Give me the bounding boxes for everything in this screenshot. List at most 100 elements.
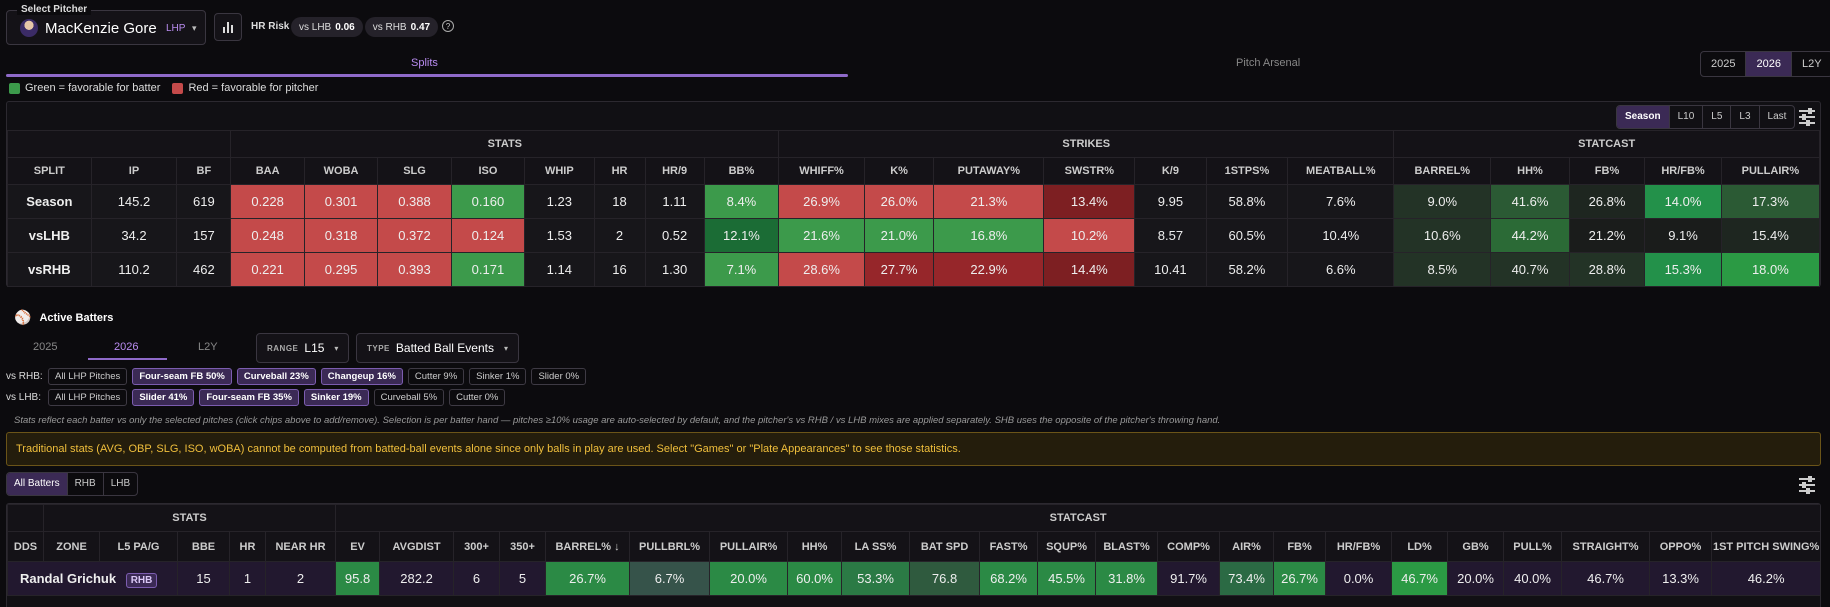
range-dropdown[interactable]: RANGE L15 ▾ [256, 333, 350, 363]
col-header-iso[interactable]: ISO [450, 157, 526, 185]
col-header-blast[interactable]: BLAST% [1095, 531, 1159, 562]
filter-lhb[interactable]: LHB [110, 478, 131, 489]
col-header-whiff[interactable]: WHIFF% [778, 157, 865, 185]
cell-comp: 91.7% [1157, 561, 1221, 596]
col-header-k[interactable]: K% [863, 157, 935, 185]
col-header-bb[interactable]: BB% [703, 157, 780, 185]
col-header-avgdist[interactable]: AVGDIST [379, 531, 455, 562]
pitch-chip[interactable]: Slider 0% [531, 368, 587, 385]
col-header-barrel[interactable]: BARREL% ↓ [545, 531, 631, 562]
settings-sliders-icon[interactable] [1799, 476, 1815, 494]
tab-splits[interactable]: Splits [411, 57, 438, 69]
col-header-hh[interactable]: HH% [787, 531, 843, 562]
active-batters-heading: ⚾ Active Batters [14, 309, 113, 326]
col-header-pullair[interactable]: PULLAIR% [1720, 157, 1821, 185]
help-icon[interactable]: ? [442, 20, 454, 32]
pitch-chip[interactable]: Sinker 1% [469, 368, 527, 385]
batters-year-2025[interactable]: 2025 [33, 341, 58, 353]
col-header-hr-fb[interactable]: HR/FB% [1644, 157, 1722, 185]
pitch-chip[interactable]: Curveball 5% [373, 389, 445, 406]
col-header-gb[interactable]: GB% [1447, 531, 1505, 562]
col-header-l5-pa-g[interactable]: L5 PA/G [99, 531, 178, 562]
pitch-chip[interactable]: Four-seam FB 35% [199, 389, 299, 406]
col-header-350[interactable]: 350+ [499, 531, 547, 562]
col-header-whip[interactable]: WHIP [524, 157, 595, 185]
col-header-comp[interactable]: COMP% [1157, 531, 1221, 562]
cell-woba: 0.295 [303, 252, 379, 287]
range-l3[interactable]: L3 [1731, 106, 1760, 128]
col-header-slg[interactable]: SLG [377, 157, 452, 185]
tab-pitch-arsenal[interactable]: Pitch Arsenal [1236, 57, 1301, 69]
col-header-ip[interactable]: IP [90, 157, 178, 185]
col-header-putaway[interactable]: PUTAWAY% [933, 157, 1045, 185]
pitch-chip[interactable]: Changeup 16% [320, 368, 403, 385]
col-header-straight[interactable]: STRAIGHT% [1561, 531, 1651, 562]
pitch-chip[interactable]: Curveball 23% [236, 368, 316, 385]
col-header-la-ss[interactable]: LA SS% [841, 531, 911, 562]
col-header-300[interactable]: 300+ [453, 531, 501, 562]
col-header-bbe[interactable]: BBE [177, 531, 230, 562]
batter-name-cell[interactable]: Randal Grichuk RHB [7, 561, 178, 596]
col-header-barrel[interactable]: BARREL% [1393, 157, 1492, 185]
col-header-ld[interactable]: LD% [1391, 531, 1449, 562]
col-header-split[interactable]: SPLIT [7, 157, 92, 185]
col-header-hr[interactable]: HR [229, 531, 266, 562]
filter-rhb[interactable]: RHB [68, 473, 104, 495]
pitch-chip[interactable]: Slider 41% [132, 389, 195, 406]
batters-panel: STATS STATCAST DDS ZONE L5 PA/G BBE HR NEAR H… [6, 503, 1821, 607]
col-header-zone[interactable]: ZONE [43, 531, 100, 562]
year-2026[interactable]: 2026 [1746, 52, 1792, 76]
col-header-hr-fb[interactable]: HR/FB% [1325, 531, 1393, 562]
cell-hr: 18 [593, 184, 646, 219]
pitch-chip[interactable]: Cutter 0% [449, 389, 506, 406]
cell-ip: 145.2 [90, 184, 178, 219]
col-header-hr-9[interactable]: HR/9 [644, 157, 705, 185]
col-header-pullair[interactable]: PULLAIR% [709, 531, 789, 562]
col-header-bat-spd[interactable]: BAT SPD [909, 531, 981, 562]
range-l5[interactable]: L5 [1703, 106, 1732, 128]
range-season[interactable]: Season [1617, 106, 1670, 128]
batters-year-2026[interactable]: 2026 [114, 341, 139, 353]
col-header-air[interactable]: AIR% [1219, 531, 1275, 562]
cell-hr-9: 1.30 [644, 252, 705, 287]
chart-toggle-button[interactable] [214, 13, 242, 41]
range-last[interactable]: Last [1767, 111, 1787, 122]
pitch-chip[interactable]: Cutter 9% [407, 368, 465, 385]
col-header-1st-pitch-swing[interactable]: 1ST PITCH SWING% [1711, 531, 1820, 562]
col-header-hr[interactable]: HR [593, 157, 646, 185]
pitch-chip[interactable]: Four-seam FB 50% [132, 368, 232, 385]
col-header-fb[interactable]: FB% [1568, 157, 1646, 185]
filter-all-batters[interactable]: All Batters [7, 473, 68, 495]
year-l2y[interactable]: L2Y [1801, 58, 1822, 70]
col-header-bf[interactable]: BF [176, 157, 232, 185]
col-header-fb[interactable]: FB% [1273, 531, 1327, 562]
settings-sliders-icon[interactable] [1799, 108, 1815, 126]
group-statcast: STATCAST [335, 504, 1820, 532]
col-header-baa[interactable]: BAA [230, 157, 305, 185]
cell-whiff: 28.6% [778, 252, 865, 287]
pitch-chip[interactable]: All LHP Pitches [48, 368, 128, 385]
col-header-k-9[interactable]: K/9 [1134, 157, 1207, 185]
col-header-squp[interactable]: SQUP% [1037, 531, 1097, 562]
col-header-pullbrl[interactable]: PULLBRL% [629, 531, 711, 562]
col-header-ev[interactable]: EV [335, 531, 381, 562]
table-row[interactable]: Randal Grichuk RHB 15 1 2 95.8 282.2 6 5 26.7% 6… [7, 561, 1820, 596]
pitch-chip[interactable]: All LHP Pitches [48, 389, 128, 406]
col-header-meatball[interactable]: MEATBALL% [1287, 157, 1395, 185]
cell-bb: 12.1% [703, 218, 780, 253]
col-header-near-hr[interactable]: NEAR HR [264, 531, 337, 562]
batters-year-l2y[interactable]: L2Y [198, 341, 218, 353]
year-2025[interactable]: 2025 [1701, 52, 1747, 76]
col-header-dds[interactable]: DDS [7, 531, 44, 562]
col-header-hh[interactable]: HH% [1490, 157, 1570, 185]
pitcher-select[interactable]: Select Pitcher MacKenzie Gore LHP ▾ [6, 4, 206, 45]
col-header-pull[interactable]: PULL% [1503, 531, 1563, 562]
col-header-fast[interactable]: FAST% [979, 531, 1039, 562]
col-header-1stps[interactable]: 1STPS% [1205, 157, 1289, 185]
col-header-oppo[interactable]: OPPO% [1649, 531, 1713, 562]
col-header-swstr[interactable]: SWSTR% [1043, 157, 1136, 185]
range-l10[interactable]: L10 [1670, 106, 1704, 128]
col-header-woba[interactable]: WOBA [303, 157, 379, 185]
pitch-chip[interactable]: Sinker 19% [303, 389, 369, 406]
type-dropdown[interactable]: TYPE Batted Ball Events ▾ [356, 333, 519, 363]
